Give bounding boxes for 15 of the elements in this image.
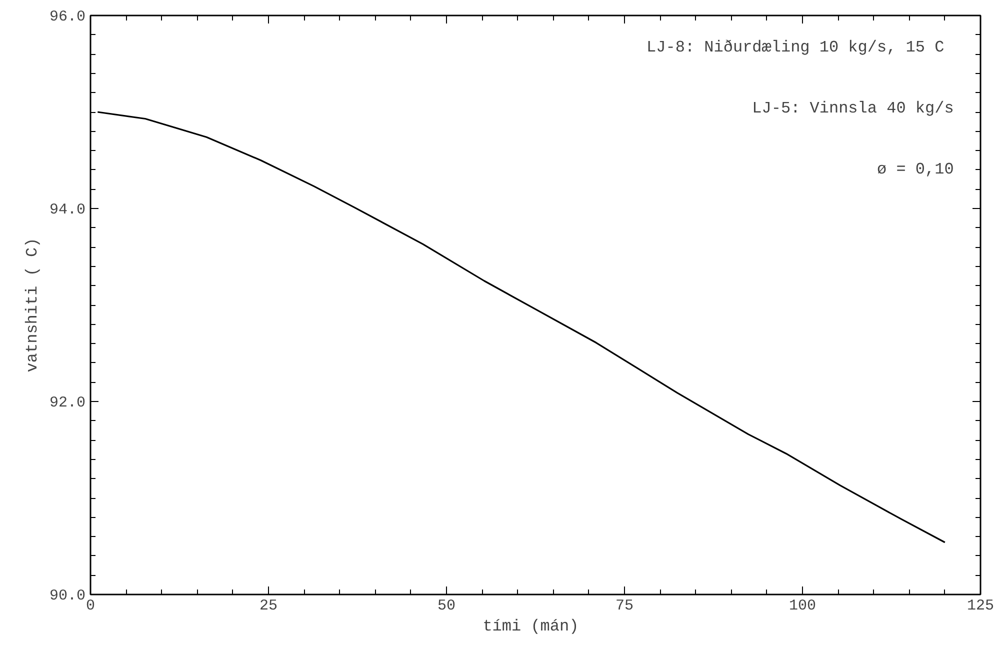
x-tick-label: 25	[260, 598, 278, 614]
y-tick-label: 90.0	[49, 588, 86, 604]
x-tick-label: 100	[789, 598, 816, 614]
annotation: LJ-5: Vinnsla 40 kg/s	[752, 99, 954, 118]
y-tick-label: 92.0	[49, 394, 86, 412]
x-tick-label: 125	[967, 598, 994, 614]
x-tick-label: 0	[86, 598, 96, 614]
x-axis-title: tími (mán)	[482, 618, 579, 636]
annotation: LJ-8: Niðurdæling 10 kg/s, 15 C	[646, 38, 944, 57]
y-axis-title: vatnshiti ( C)	[23, 238, 42, 372]
annotation: ø = 0,10	[876, 160, 954, 178]
y-tick-label: 94.0	[49, 202, 86, 218]
x-tick-label: 50	[438, 598, 456, 614]
x-tick-label: 75	[616, 598, 634, 614]
y-tick-label: 96.0	[49, 8, 86, 26]
